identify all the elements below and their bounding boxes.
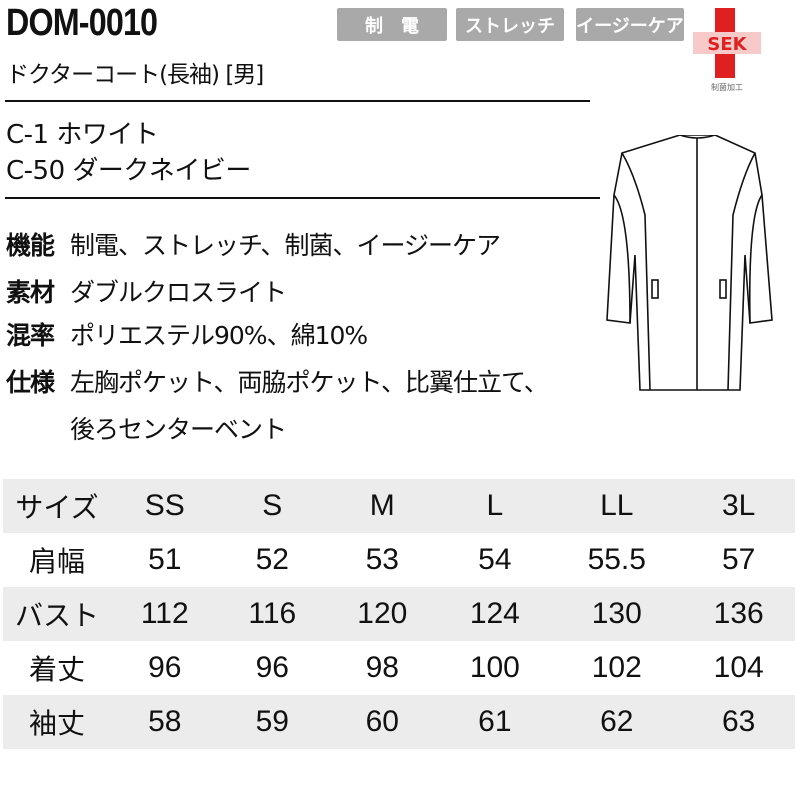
color-option: C-50 ダークネイビー: [6, 156, 251, 186]
row-label: 着丈: [28, 653, 85, 686]
cell: 96: [148, 651, 182, 684]
table-row: 肩幅 51 52 53 54 55.5 57: [3, 533, 795, 587]
color-option: C-1 ホワイト: [6, 120, 159, 150]
spec-details-cont: 後ろセンターベント: [70, 415, 287, 444]
spec-details: 仕様 左胸ポケット、両脇ポケット、比翼仕立て、: [6, 363, 549, 399]
cell: 63: [682, 695, 795, 749]
divider: [5, 197, 600, 199]
header-cell: L: [438, 479, 552, 533]
cell: 136: [682, 587, 795, 641]
cell: 100: [469, 651, 520, 684]
cell: 62: [551, 695, 683, 749]
cell: 116: [218, 587, 327, 641]
svg-text:SEK: SEK: [707, 34, 747, 55]
header-cell: SS: [111, 479, 219, 533]
cell: 98: [365, 651, 399, 684]
badge-antistatic: 制 電: [337, 8, 447, 41]
product-code: DOM-0010: [6, 2, 158, 44]
product-name: ドクターコート(長袖) [男]: [6, 62, 264, 88]
header-cell: 3L: [682, 479, 795, 533]
cell: 130: [551, 587, 683, 641]
cell: 61: [438, 695, 552, 749]
table-row: 着丈 96 96 98 100 102 104: [3, 641, 795, 695]
cell: 60: [326, 695, 439, 749]
badge-easy-care: イージーケア: [576, 8, 684, 41]
sek-logo: SEK 制菌加工: [693, 8, 761, 92]
spec-key: 機能: [6, 231, 55, 260]
cell: 53: [365, 543, 399, 576]
cell: 96: [255, 651, 289, 684]
header-cell: サイズ: [3, 479, 111, 533]
svg-text:制菌加工: 制菌加工: [711, 82, 743, 92]
spec-value: 左胸ポケット、両脇ポケット、比翼仕立て、: [70, 368, 549, 397]
table-header-row: サイズ SS S M L LL 3L: [3, 479, 795, 533]
cell: 59: [218, 695, 327, 749]
divider: [5, 100, 590, 102]
badge-stretch: ストレッチ: [456, 8, 564, 41]
spec-key: 混率: [6, 321, 55, 350]
spec-value: 制電、ストレッチ、制菌、イージーケア: [70, 231, 501, 260]
header-cell: M: [326, 479, 439, 533]
cell: 55.5: [587, 543, 646, 576]
size-table: サイズ SS S M L LL 3L 肩幅 51 52 53 54 55.5 5…: [3, 479, 795, 749]
cell: 51: [148, 543, 182, 576]
spec-key: 仕様: [6, 368, 55, 397]
cell: 52: [255, 543, 289, 576]
row-label: 袖丈: [3, 695, 111, 749]
row-label: バスト: [3, 587, 111, 641]
coat-back-illustration: [606, 135, 773, 391]
header-cell: S: [218, 479, 327, 533]
header-cell: LL: [551, 479, 683, 533]
cell: 57: [722, 543, 756, 576]
cell: 58: [111, 695, 219, 749]
spec-material: 素材 ダブルクロスライト: [6, 273, 287, 309]
cell: 104: [713, 651, 764, 684]
cell: 54: [478, 543, 512, 576]
spec-key: 素材: [6, 278, 55, 307]
row-label: 肩幅: [28, 545, 85, 578]
cell: 112: [111, 587, 219, 641]
table-row: 袖丈 58 59 60 61 62 63: [3, 695, 795, 749]
cell: 102: [591, 651, 642, 684]
spec-blend: 混率 ポリエステル90%、綿10%: [6, 316, 368, 352]
table-row: バスト 112 116 120 124 130 136: [3, 587, 795, 641]
spec-value: ダブルクロスライト: [70, 278, 287, 307]
spec-function: 機能 制電、ストレッチ、制菌、イージーケア: [6, 226, 501, 262]
cell: 124: [438, 587, 552, 641]
cell: 120: [326, 587, 439, 641]
spec-value: ポリエステル90%、綿10%: [70, 321, 368, 350]
